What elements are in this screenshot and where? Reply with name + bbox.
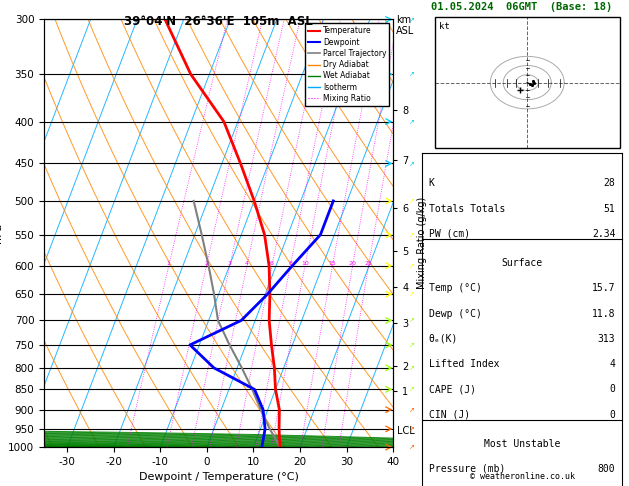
X-axis label: Dewpoint / Temperature (°C): Dewpoint / Temperature (°C) — [138, 472, 299, 483]
Text: PW (cm): PW (cm) — [429, 229, 470, 239]
Text: ↗: ↗ — [409, 365, 415, 371]
Text: Totals Totals: Totals Totals — [429, 204, 505, 214]
Text: 2: 2 — [204, 260, 208, 266]
Text: Most Unstable: Most Unstable — [484, 439, 560, 449]
Text: 10: 10 — [301, 260, 309, 266]
Text: 25: 25 — [365, 260, 372, 266]
Text: CAPE (J): CAPE (J) — [429, 384, 476, 394]
Text: 01.05.2024  06GMT  (Base: 18): 01.05.2024 06GMT (Base: 18) — [431, 2, 613, 13]
Text: 0: 0 — [610, 384, 615, 394]
Text: 39°04'N  26°36'E  105m  ASL: 39°04'N 26°36'E 105m ASL — [124, 15, 313, 28]
Text: Mixing Ratio (g/kg): Mixing Ratio (g/kg) — [417, 197, 427, 289]
Text: 4: 4 — [610, 359, 615, 369]
Text: 51: 51 — [604, 204, 615, 214]
Text: Surface: Surface — [501, 258, 543, 268]
Text: ↗: ↗ — [409, 17, 415, 22]
Text: ↗: ↗ — [409, 262, 415, 269]
Text: 1: 1 — [167, 260, 170, 266]
Text: K: K — [429, 178, 435, 189]
Text: 3: 3 — [228, 260, 231, 266]
Text: Dewp (°C): Dewp (°C) — [429, 309, 482, 318]
Text: 6: 6 — [270, 260, 274, 266]
Legend: Temperature, Dewpoint, Parcel Trajectory, Dry Adiabat, Wet Adiabat, Isotherm, Mi: Temperature, Dewpoint, Parcel Trajectory… — [305, 23, 389, 106]
Text: Temp (°C): Temp (°C) — [429, 283, 482, 293]
Text: ↗: ↗ — [409, 160, 415, 167]
Y-axis label: hPa: hPa — [0, 223, 3, 243]
Text: ↗: ↗ — [409, 407, 415, 413]
Text: 15.7: 15.7 — [592, 283, 615, 293]
Text: 11.8: 11.8 — [592, 309, 615, 318]
Text: LCL: LCL — [398, 426, 415, 436]
Bar — [435, 17, 620, 148]
Text: ↗: ↗ — [409, 71, 415, 77]
Text: 28: 28 — [604, 178, 615, 189]
Text: 800: 800 — [598, 464, 615, 474]
Text: ↗: ↗ — [409, 444, 415, 450]
Text: 15: 15 — [328, 260, 337, 266]
Text: 20: 20 — [348, 260, 357, 266]
Text: ↗: ↗ — [409, 317, 415, 323]
Text: Pressure (mb): Pressure (mb) — [429, 464, 505, 474]
Text: 8: 8 — [289, 260, 292, 266]
Text: © weatheronline.co.uk: © weatheronline.co.uk — [470, 472, 574, 481]
Text: Lifted Index: Lifted Index — [429, 359, 499, 369]
Text: ↗: ↗ — [409, 291, 415, 297]
Text: ↗: ↗ — [409, 198, 415, 204]
Text: ↗: ↗ — [409, 426, 415, 432]
Text: ↗: ↗ — [409, 342, 415, 348]
Text: 313: 313 — [598, 334, 615, 344]
Text: 2.34: 2.34 — [592, 229, 615, 239]
Text: km
ASL: km ASL — [396, 15, 415, 36]
Text: CIN (J): CIN (J) — [429, 410, 470, 419]
Text: ↗: ↗ — [409, 386, 415, 392]
Text: 4: 4 — [245, 260, 249, 266]
Text: kt: kt — [439, 22, 450, 31]
Text: ↗: ↗ — [409, 232, 415, 238]
Text: ↗: ↗ — [409, 119, 415, 124]
Text: 0: 0 — [610, 410, 615, 419]
Text: θₑ(K): θₑ(K) — [429, 334, 458, 344]
